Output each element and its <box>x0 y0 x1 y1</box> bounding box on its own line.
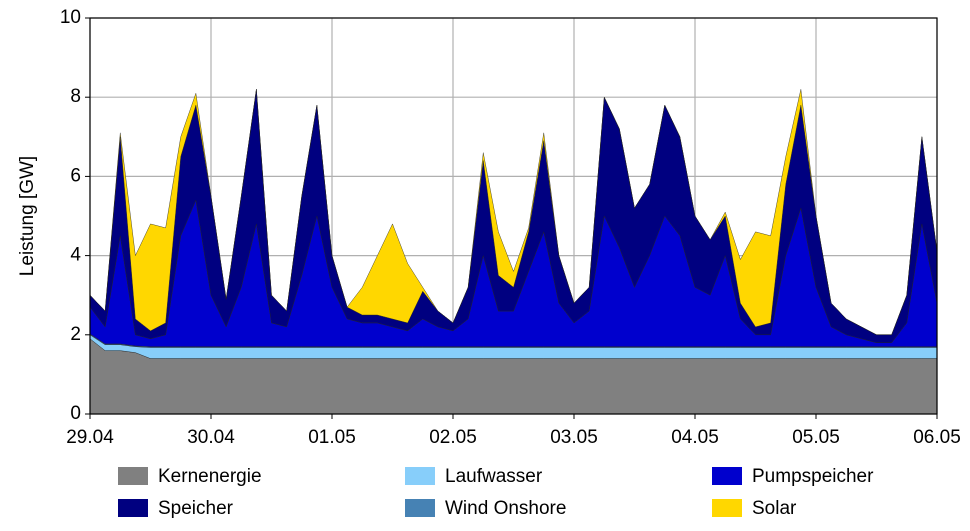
y-tick-label: 4 <box>70 245 81 266</box>
legend-label: Solar <box>752 498 797 519</box>
x-tick-label: 06.05 <box>913 427 961 448</box>
legend-swatch <box>405 499 435 517</box>
x-tick-label: 04.05 <box>671 427 719 448</box>
legend-label: Kernenergie <box>158 466 262 487</box>
y-tick-label: 6 <box>70 165 81 186</box>
x-tick-label: 01.05 <box>308 427 356 448</box>
plot-frame <box>89 17 938 415</box>
y-tick-label: 0 <box>70 403 81 424</box>
x-tick-label: 29.04 <box>66 427 114 448</box>
legend-swatch <box>118 499 148 517</box>
legend-swatch <box>405 467 435 485</box>
legend-label: Laufwasser <box>445 466 543 487</box>
legend-label: Wind Onshore <box>445 498 566 519</box>
y-axis-label: Leistung [GW] <box>17 156 38 276</box>
legend-label: Pumpspeicher <box>752 466 874 487</box>
x-tick-label: 02.05 <box>429 427 477 448</box>
y-tick-label: 2 <box>70 324 81 345</box>
legend-swatch <box>712 467 742 485</box>
legend-swatch <box>712 499 742 517</box>
y-tick-label: 8 <box>70 86 81 107</box>
y-tick-label: 10 <box>60 7 81 28</box>
x-tick-label: 03.05 <box>550 427 598 448</box>
x-tick-label: 30.04 <box>187 427 235 448</box>
x-tick-label: 05.05 <box>792 427 840 448</box>
legend-swatch <box>118 467 148 485</box>
legend-label: Speicher <box>158 498 234 519</box>
